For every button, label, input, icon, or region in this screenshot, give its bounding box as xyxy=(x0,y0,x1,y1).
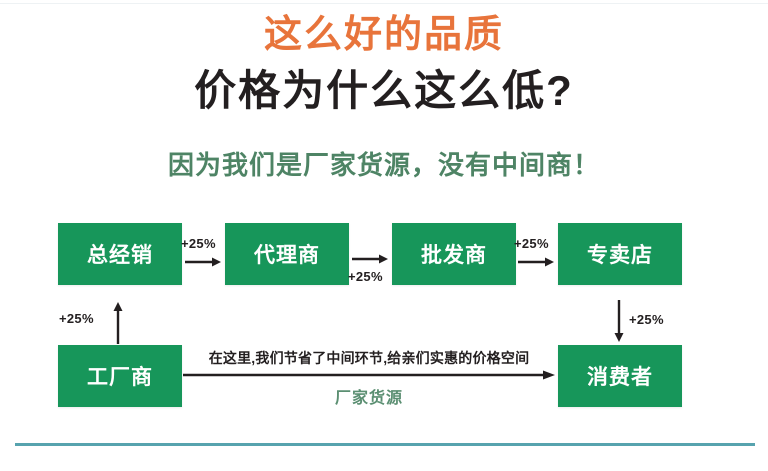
node-gongchangshang: 工厂商 xyxy=(58,345,182,407)
arrow-right-icon-2 xyxy=(352,253,388,265)
node-zhuanmaidian: 专卖店 xyxy=(558,223,682,285)
node-xiaofeizhe: 消费者 xyxy=(558,345,682,407)
node-dailishang: 代理商 xyxy=(225,223,349,285)
node-label: 总经销 xyxy=(87,244,153,267)
markup-label-1: +25% xyxy=(181,236,216,251)
headline-secondary: 价格为什么这么低? xyxy=(194,67,574,114)
node-zongjingxiao: 总经销 xyxy=(58,223,182,285)
arrow-right-icon-1 xyxy=(185,256,221,268)
top-divider xyxy=(0,3,768,4)
markup-label-3: +25% xyxy=(514,236,549,251)
subtitle-text: 因为我们是厂家货源，没有中间商！ xyxy=(167,150,600,180)
headline-primary: 这么好的品质 xyxy=(263,14,504,56)
node-label: 批发商 xyxy=(421,244,487,267)
node-label: 代理商 xyxy=(254,244,320,267)
markup-label-left-up: +25% xyxy=(59,311,94,326)
markup-label-2: +25% xyxy=(348,269,383,284)
direct-channel-caption: 在这里,我们节省了中间环节,给亲们实惠的价格空间 xyxy=(208,350,530,366)
arrow-right-icon-3 xyxy=(518,256,554,268)
node-pifashang: 批发商 xyxy=(392,223,516,285)
markup-label-right-down: +25% xyxy=(629,312,664,327)
direct-channel-subcaption: 厂家货源 xyxy=(334,390,403,407)
bottom-divider xyxy=(15,443,755,446)
arrow-right-icon-direct xyxy=(183,370,555,380)
node-label: 工厂商 xyxy=(87,366,153,389)
arrow-up-icon xyxy=(112,302,124,344)
node-label: 专卖店 xyxy=(587,244,653,267)
node-label: 消费者 xyxy=(587,366,653,389)
arrow-down-icon xyxy=(613,300,625,342)
